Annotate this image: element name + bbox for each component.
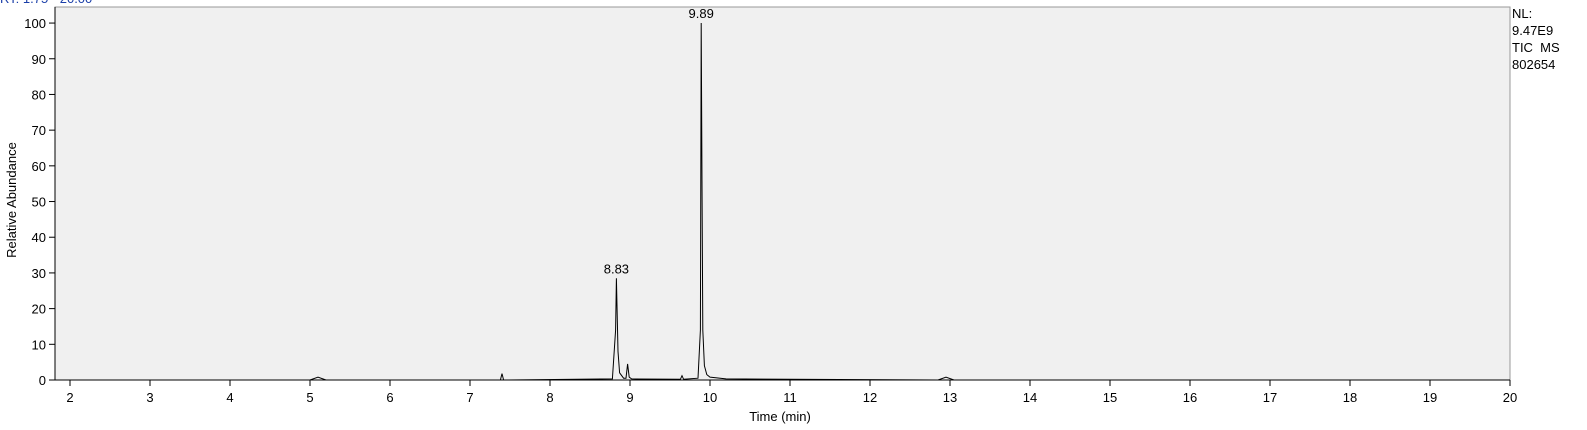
info-text: TIC MS [1512,40,1560,55]
x-tick-label: 14 [1023,390,1037,405]
x-tick-label: 3 [146,390,153,405]
x-tick-label: 12 [863,390,877,405]
peak-label: 9.89 [689,6,714,21]
range-label: RT: 1.75 - 20.00 [0,0,92,6]
x-tick-label: 11 [783,390,797,405]
trace [50,23,1510,381]
info-text: 9.47E9 [1512,23,1553,38]
y-tick-label: 90 [32,52,46,67]
info-text: 802654 [1512,57,1555,72]
x-tick-label: 15 [1103,390,1117,405]
y-tick-label: 100 [24,16,46,31]
x-tick-label: 2 [66,390,73,405]
y-axis-label: Relative Abundance [4,142,19,258]
x-tick-label: 16 [1183,390,1197,405]
y-tick-label: 70 [32,123,46,138]
x-tick-label: 6 [386,390,393,405]
y-tick-label: 30 [32,266,46,281]
info-text: NL: [1512,6,1532,21]
y-tick-label: 10 [32,337,46,352]
y-tick-label: 60 [32,159,46,174]
y-tick-label: 40 [32,230,46,245]
x-tick-label: 5 [306,390,313,405]
x-tick-label: 17 [1263,390,1277,405]
x-axis-label: Time (min) [749,409,811,424]
x-tick-label: 19 [1423,390,1437,405]
y-tick-label: 50 [32,195,46,210]
y-tick-label: 0 [39,373,46,388]
x-tick-label: 20 [1503,390,1517,405]
x-tick-label: 18 [1343,390,1357,405]
x-tick-label: 13 [943,390,957,405]
peak-label: 8.83 [604,261,629,276]
x-tick-label: 10 [703,390,717,405]
y-tick-label: 80 [32,87,46,102]
x-tick-label: 9 [626,390,633,405]
plot-area [54,6,1511,381]
x-tick-label: 4 [226,390,233,405]
y-tick-label: 20 [32,302,46,317]
x-tick-label: 7 [466,390,473,405]
x-tick-label: 8 [546,390,553,405]
